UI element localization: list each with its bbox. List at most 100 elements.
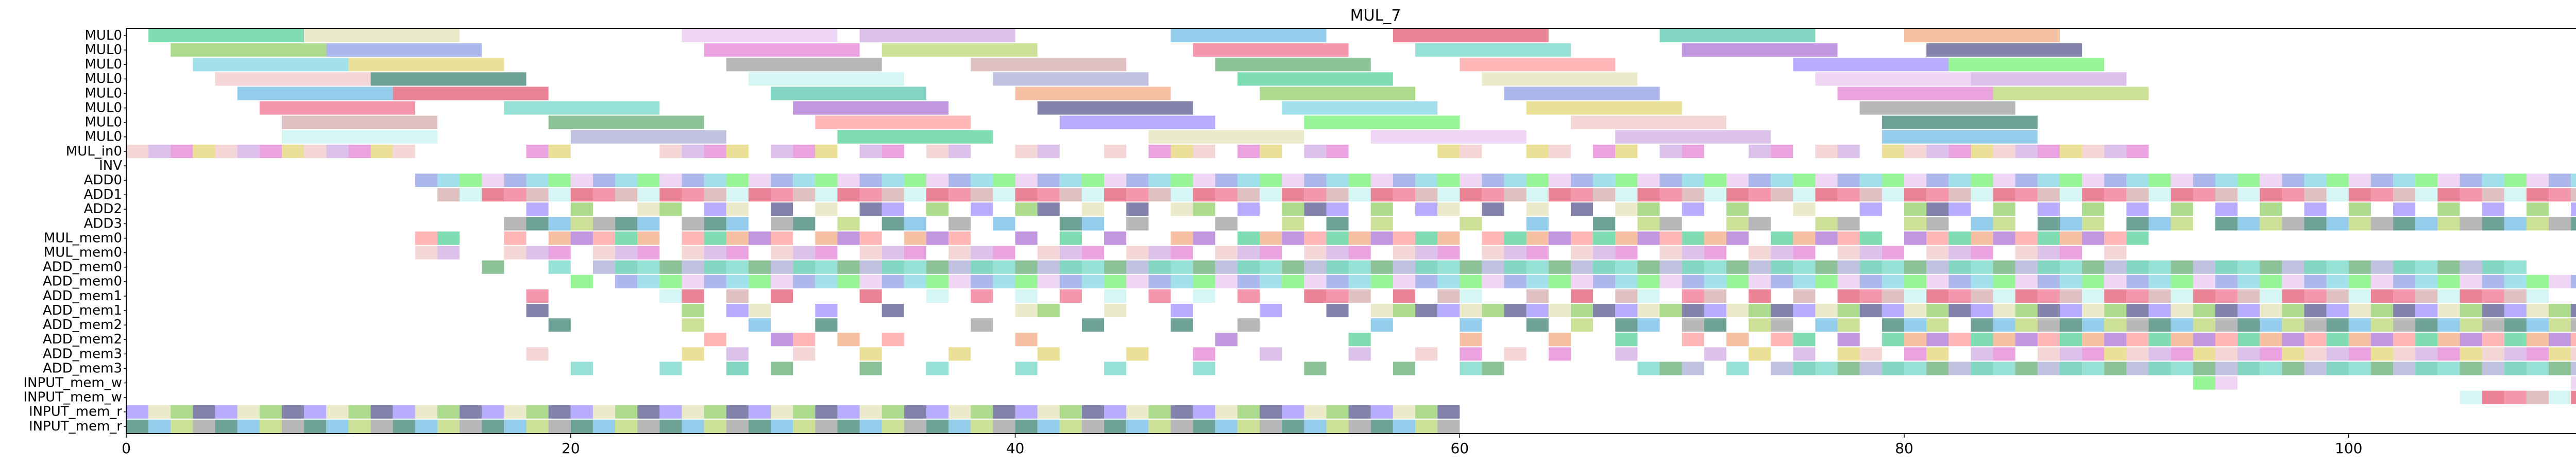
x-axis: 0 20 40 60 80 100	[122, 434, 2363, 457]
task-bar	[1059, 115, 1215, 129]
task-bar	[2437, 333, 2460, 347]
task-bar	[1593, 304, 1616, 318]
task-bar	[1504, 174, 1527, 187]
task-bar	[1526, 202, 1549, 216]
y-tick-label: ADD_mem1	[43, 288, 122, 304]
task-bar	[1282, 217, 1304, 231]
task-bar	[1171, 246, 1193, 260]
task-bar	[1948, 188, 1971, 202]
task-bar	[1637, 260, 1660, 274]
task-bar	[1637, 231, 1660, 245]
task-bar	[1370, 304, 1393, 318]
task-bar	[548, 405, 571, 419]
task-bar	[2059, 333, 2082, 347]
task-bar	[615, 246, 638, 260]
task-bar	[393, 419, 415, 433]
task-bar	[1749, 246, 1771, 260]
task-bar	[2370, 217, 2394, 231]
task-bar	[859, 405, 882, 419]
task-bar	[704, 144, 726, 158]
task-bar	[904, 188, 926, 202]
task-bar	[2193, 347, 2215, 361]
task-bar	[1348, 333, 1371, 347]
task-bar	[1637, 274, 1660, 288]
task-bar	[592, 188, 616, 202]
task-bar	[2059, 289, 2082, 303]
task-bar	[570, 274, 593, 288]
task-bar	[2304, 289, 2327, 303]
task-bar	[1615, 260, 1638, 274]
task-bar	[1081, 202, 1105, 216]
task-bar	[1526, 318, 1549, 332]
task-bar	[882, 304, 904, 318]
task-bar	[1348, 174, 1371, 187]
task-bar	[126, 144, 149, 158]
task-bar	[1904, 217, 1927, 231]
task-bar	[1482, 188, 1504, 202]
task-bar	[926, 274, 949, 288]
task-bar	[2415, 260, 2438, 274]
task-bar	[482, 174, 504, 187]
task-bar	[2193, 361, 2215, 375]
task-bar	[1926, 274, 1949, 288]
task-bar	[1171, 318, 1193, 332]
task-bar	[437, 174, 460, 187]
task-bar	[1504, 260, 1527, 274]
task-bar	[2571, 318, 2576, 332]
task-bar	[2215, 274, 2238, 288]
task-bar	[793, 174, 816, 187]
task-bar	[770, 202, 793, 216]
task-bar	[2526, 202, 2549, 216]
task-bar	[1437, 188, 1460, 202]
task-bar	[1704, 174, 1726, 187]
task-bar	[1193, 231, 1215, 245]
task-bar	[1659, 231, 1682, 245]
task-bar	[1370, 231, 1393, 245]
task-bar	[971, 289, 993, 303]
task-bar	[1570, 318, 1594, 332]
task-bar	[2037, 217, 2060, 231]
task-bar	[393, 87, 549, 100]
task-bar	[1037, 101, 1193, 115]
task-bar	[2393, 304, 2416, 318]
task-bar	[882, 405, 904, 419]
task-bar	[659, 174, 682, 187]
task-bar	[770, 174, 793, 187]
task-bar	[1948, 260, 1971, 274]
task-bar	[1348, 231, 1371, 245]
task-bar	[1193, 361, 1215, 375]
task-bar	[971, 174, 993, 187]
task-bar	[171, 405, 193, 419]
y-tick-label: INPUT_mem_w	[23, 375, 122, 390]
task-bar	[615, 274, 638, 288]
y-tick-label: MUL_in0	[66, 144, 122, 159]
task-bar	[704, 405, 726, 419]
task-bar	[2370, 318, 2394, 332]
task-bar	[1104, 304, 1127, 318]
task-bar	[2393, 174, 2416, 187]
task-bar	[1993, 217, 2015, 231]
task-bar	[2059, 144, 2082, 158]
task-bar	[926, 202, 949, 216]
task-bar	[1370, 174, 1393, 187]
task-bar	[1726, 361, 1749, 375]
task-bar	[1971, 217, 1993, 231]
task-bar	[2193, 333, 2215, 347]
task-bar	[2326, 347, 2349, 361]
task-bar	[1260, 144, 1282, 158]
task-bar	[126, 419, 149, 433]
task-bar	[859, 231, 882, 245]
task-bar	[1749, 289, 1771, 303]
task-bar	[1615, 202, 1638, 216]
task-bar	[859, 260, 882, 274]
task-bar	[1348, 274, 1371, 288]
task-bar	[770, 231, 793, 245]
task-bar	[2082, 260, 2105, 274]
task-bar	[1926, 202, 1949, 216]
task-bar	[148, 29, 304, 43]
task-bar	[2326, 333, 2349, 347]
task-bar	[1682, 202, 1704, 216]
task-bar	[815, 260, 838, 274]
task-bar	[726, 144, 749, 158]
x-tick-label: 40	[1006, 440, 1025, 457]
